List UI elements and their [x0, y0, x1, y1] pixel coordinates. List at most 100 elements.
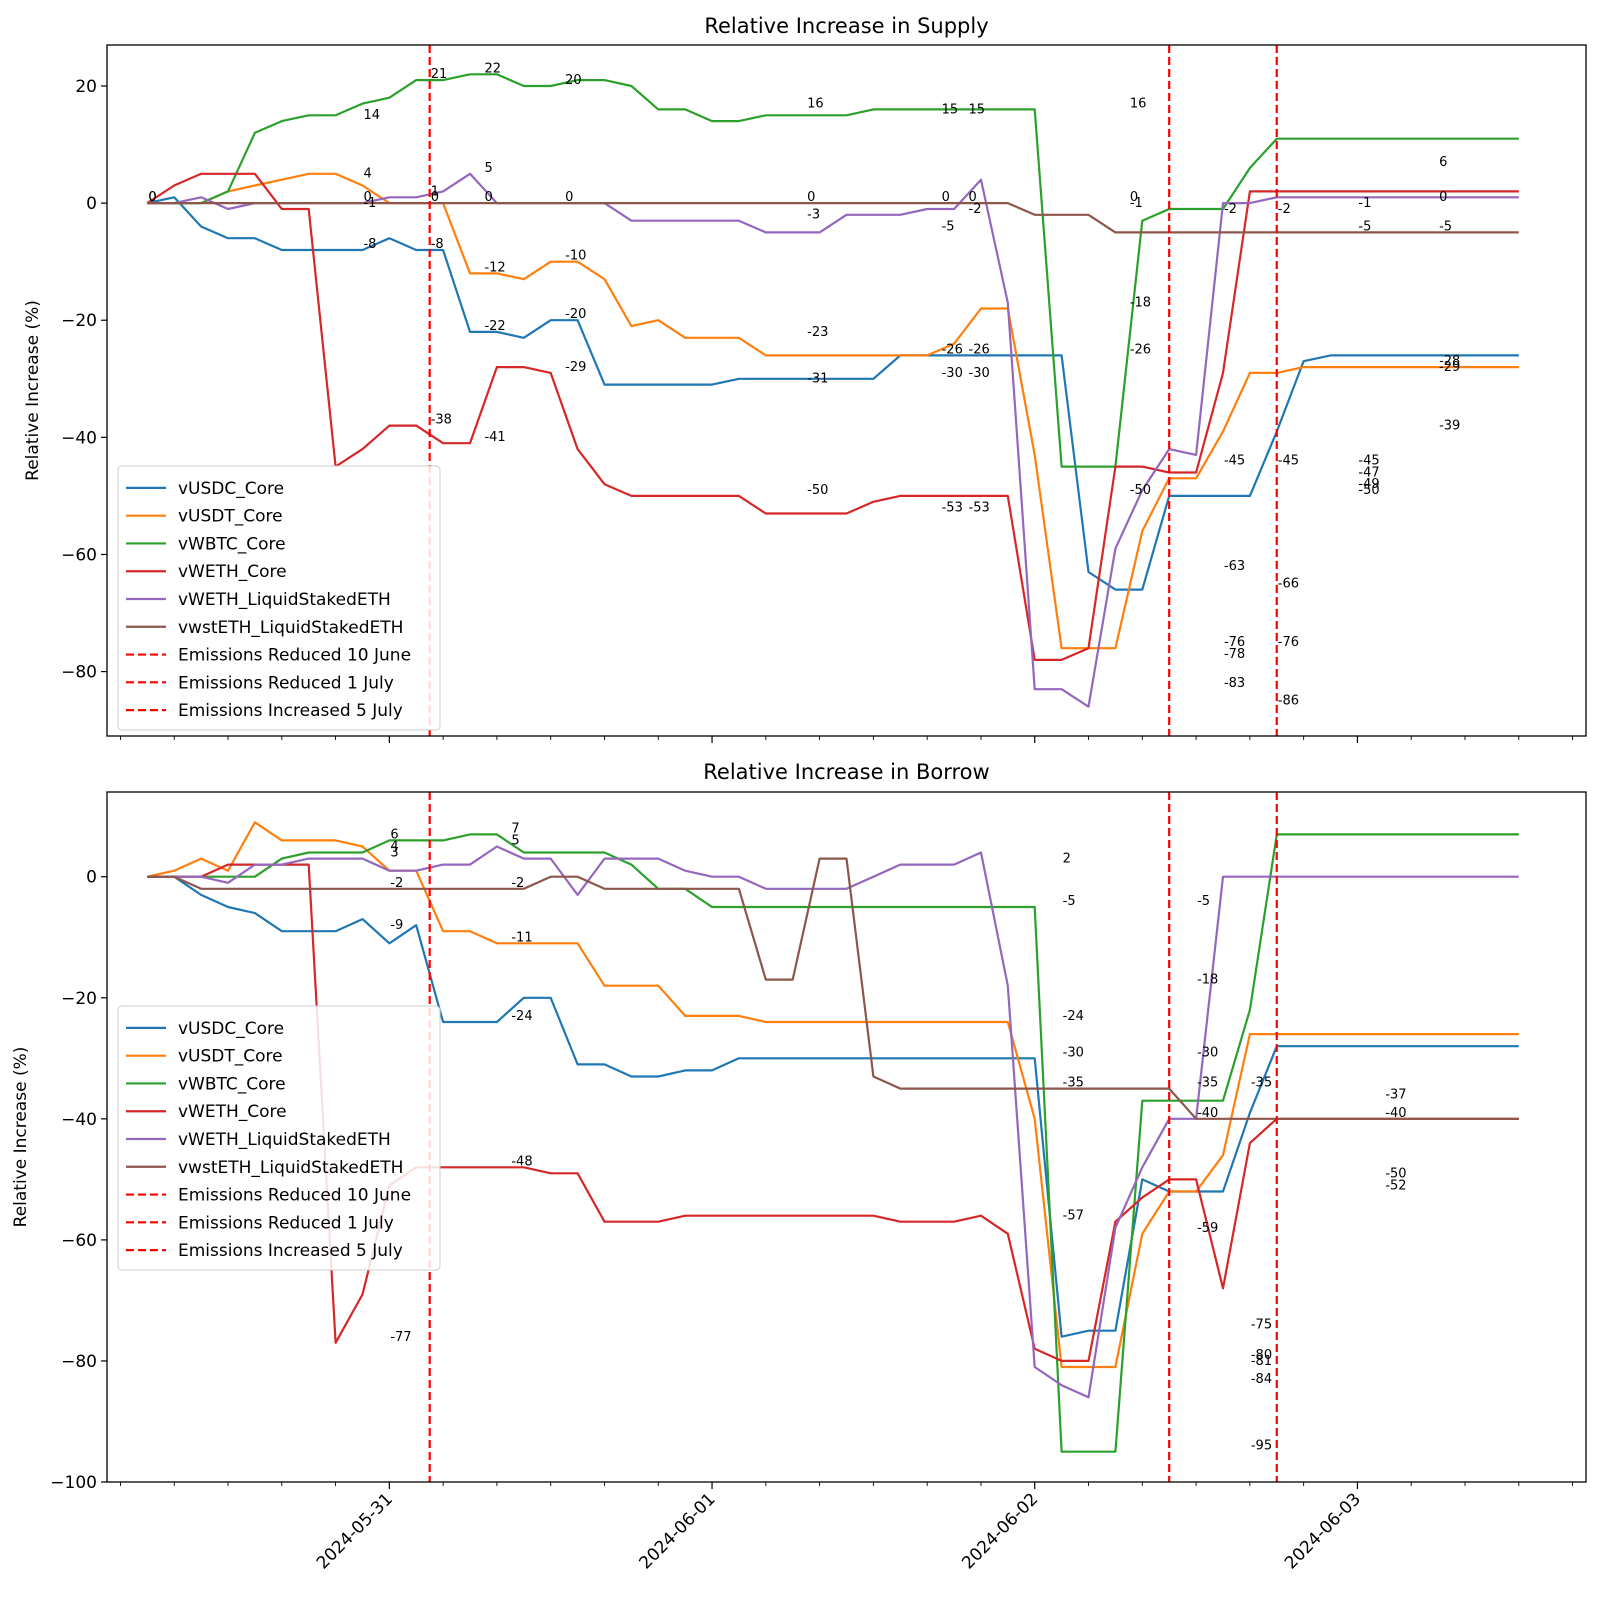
supply-y-tick-label: 0: [86, 194, 97, 214]
supply-point-label: -18: [1130, 296, 1151, 311]
supply-legend-box: [117, 465, 441, 731]
supply-legend-label-emissions-reduced-1-july: Emissions Reduced 1 July: [178, 673, 394, 693]
supply-point-label: -31: [807, 372, 828, 387]
supply-y-tick-label: −40: [61, 428, 97, 448]
borrow-y-tick-label: 0: [86, 868, 97, 888]
supply-y-tick-label: −80: [61, 663, 97, 683]
supply-legend-label-emissions-increased-5-july: Emissions Increased 5 July: [178, 701, 403, 721]
supply-point-label: -78: [1224, 647, 1245, 662]
supply-point-label: 20: [565, 73, 582, 88]
borrow-legend-label-vweth-core: vWETH_Core: [178, 1102, 287, 1122]
borrow-point-label: 7: [511, 821, 519, 836]
supply-point-label: 0: [807, 190, 815, 205]
supply-legend: vUSDC_Core vUSDT_Core vWBTC_Core vWETH_Core…: [117, 465, 441, 731]
borrow-chart: 643 -2 -9 -77 75 -2 -11 -24 -48 2 -5 -24 -30 -35 -57 -5…: [11, 760, 1587, 1573]
supply-point-label: -83: [1224, 676, 1245, 691]
supply-legend-label-vweth-core: vWETH_Core: [178, 562, 287, 582]
borrow-legend-label-vwsteth-liquidstakedeth: vwstETH_LiquidStakedETH: [178, 1158, 403, 1178]
borrow-point-label: 5: [511, 833, 519, 848]
supply-legend-label-vusdc-core: vUSDC_Core: [178, 479, 284, 499]
supply-point-label: -20: [565, 307, 586, 322]
supply-point-label: -22: [484, 319, 505, 334]
supply-point-label: -41: [484, 430, 505, 445]
borrow-point-label: -95: [1251, 1439, 1272, 1454]
supply-series-vweth-liquidstakedeth: [147, 172, 1519, 708]
borrow-point-label: -5: [1063, 894, 1076, 909]
borrow-point-label: 2: [1063, 852, 1071, 867]
supply-point-label: 5: [484, 161, 492, 176]
supply-point-label: -29: [565, 360, 586, 375]
supply-chart-title: Relative Increase in Supply: [704, 14, 988, 38]
supply-y-tick-label: −20: [61, 311, 97, 331]
supply-point-label: 15: [969, 102, 986, 117]
borrow-point-label: 3: [390, 846, 398, 861]
borrow-point-label: -81: [1251, 1354, 1272, 1369]
borrow-y-tick-label: −60: [61, 1231, 97, 1251]
borrow-point-label: -24: [1063, 1009, 1084, 1024]
borrow-x-tick-label: 2024-06-02: [958, 1489, 1042, 1573]
supply-series-vusdt-core: [147, 172, 1519, 650]
borrow-point-label: -35: [1197, 1076, 1218, 1091]
supply-point-label: -1: [1130, 196, 1143, 211]
borrow-event-lines: [428, 792, 1278, 1482]
supply-point-label: 6: [1439, 155, 1447, 170]
supply-point-label: -50: [807, 483, 828, 498]
supply-point-label: -26: [1130, 342, 1151, 357]
supply-series-vusdc-core: [147, 196, 1519, 591]
borrow-legend-label-vusdt-core: vUSDT_Core: [178, 1047, 283, 1067]
supply-point-label: -49: [1358, 477, 1379, 492]
borrow-point-label: -59: [1197, 1221, 1218, 1236]
borrow-point-label: -5: [1197, 894, 1210, 909]
borrow-series-vusdt-core: [147, 821, 1519, 1369]
supply-point-label: 16: [807, 96, 824, 111]
borrow-x-tick-label: 2024-05-31: [313, 1489, 397, 1573]
supply-point-label: -53: [942, 500, 963, 515]
supply-point-label: 0: [148, 190, 156, 205]
borrow-y-tick-label: −40: [61, 1110, 97, 1130]
borrow-point-label: -2: [511, 876, 524, 891]
borrow-x-tick-label: 2024-06-01: [636, 1489, 720, 1573]
borrow-point-label: -77: [390, 1330, 411, 1345]
borrow-point-label: -40: [1197, 1106, 1218, 1121]
borrow-legend-label-vusdc-core: vUSDC_Core: [178, 1019, 284, 1039]
supply-point-label: 16: [1130, 96, 1147, 111]
borrow-series-vwsteth-liquidstakedeth: [147, 857, 1519, 1120]
supply-series-vwsteth-liquidstakedeth: [147, 202, 1519, 234]
supply-y-axis-label: Relative Increase (%): [23, 300, 43, 481]
supply-point-label: -39: [1439, 418, 1460, 433]
borrow-point-label: -9: [390, 918, 403, 933]
borrow-point-label: -24: [511, 1009, 532, 1024]
supply-point-label: 14: [363, 108, 380, 123]
borrow-series-vwbtc-core: [147, 833, 1519, 1453]
supply-point-label: -45: [1358, 454, 1379, 469]
borrow-point-labels: 643 -2 -9 -77 75 -2 -11 -24 -48 2 -5 -24 -30 -35 -57 -5…: [390, 821, 1406, 1453]
borrow-series-vweth-liquidstakedeth: [147, 845, 1519, 1399]
borrow-x-tick-label: 2024-06-03: [1281, 1489, 1365, 1573]
borrow-point-label: -48: [511, 1154, 532, 1169]
supply-axes: 20 0 −20 −40 −60 −80: [61, 44, 1587, 743]
supply-point-label: 4: [363, 167, 371, 182]
borrow-legend-label-vwbtc-core: vWBTC_Core: [178, 1074, 286, 1094]
supply-point-label: -26: [969, 342, 990, 357]
supply-event-lines: [428, 45, 1278, 736]
supply-point-label: -76: [1278, 635, 1299, 650]
supply-point-label: -5: [942, 219, 955, 234]
supply-legend-label-vweth-liquidstakedeth: vWETH_LiquidStakedETH: [178, 590, 391, 610]
supply-point-label: 0: [969, 190, 977, 205]
supply-point-label: -50: [1358, 483, 1379, 498]
borrow-point-label: 6: [390, 827, 398, 842]
supply-point-label: 0: [148, 190, 156, 205]
supply-point-label: -50: [1130, 483, 1151, 498]
supply-legend-label-emissions-reduced-10-june: Emissions Reduced 10 June: [178, 646, 411, 666]
borrow-series-vusdc-core: [147, 875, 1519, 1338]
supply-point-label: -45: [1224, 454, 1245, 469]
supply-plot-frame: [106, 44, 1587, 737]
borrow-point-label: -30: [1063, 1045, 1084, 1060]
supply-point-label: -66: [1278, 577, 1299, 592]
supply-point-label: 1: [431, 184, 439, 199]
borrow-y-axis-label: Relative Increase (%): [11, 1047, 31, 1228]
supply-lines: [146, 73, 1519, 708]
supply-point-label: -30: [969, 366, 990, 381]
supply-point-label: 0: [565, 190, 573, 205]
